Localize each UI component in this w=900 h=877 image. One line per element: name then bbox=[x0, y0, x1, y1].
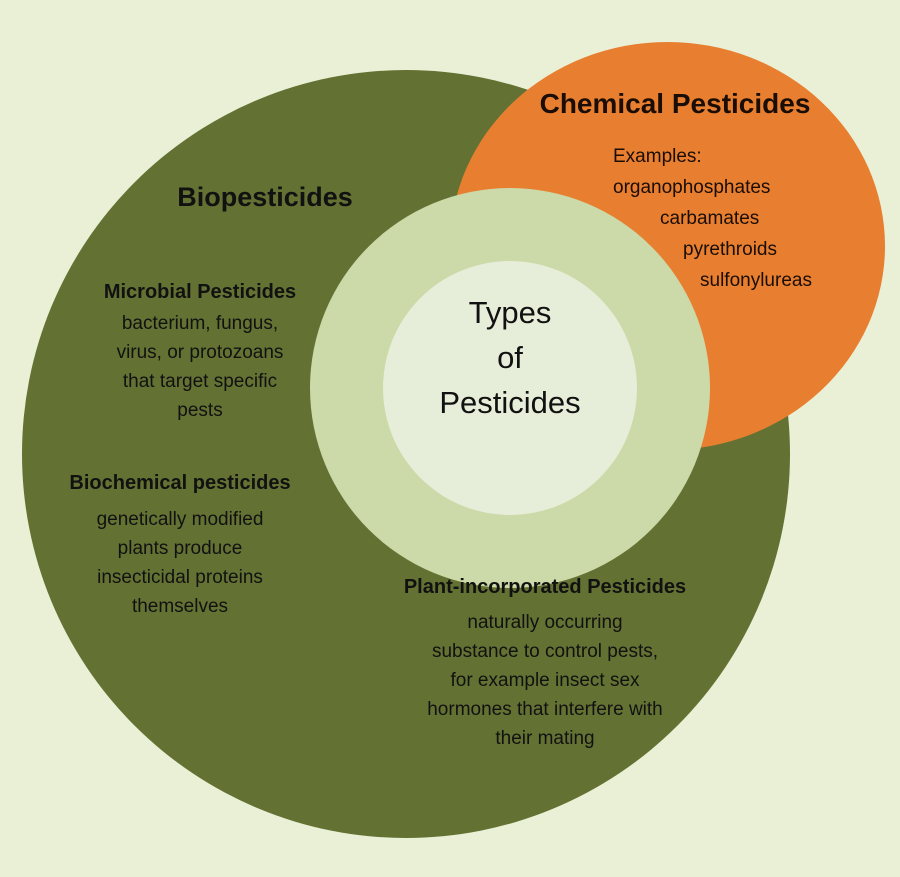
chemical-examples: Examples: organophosphates carbamates py… bbox=[0, 141, 900, 301]
biochemical-heading: Biochemical pesticides bbox=[69, 472, 291, 494]
biopesticides-title: Biopesticides bbox=[177, 182, 353, 212]
example-item: sulfonylureas bbox=[700, 270, 812, 291]
example-item: organophosphates bbox=[613, 177, 771, 198]
microbial-heading: Microbial Pesticides bbox=[103, 281, 297, 303]
plant-incorporated-description: naturally occurring substance to control… bbox=[427, 612, 663, 749]
example-item: carbamates bbox=[660, 208, 760, 229]
center-title: Types of Pesticides bbox=[439, 295, 581, 420]
biochemical-description: genetically modified plants produce inse… bbox=[96, 509, 264, 617]
examples-label: Examples: bbox=[613, 146, 702, 167]
plant-incorporated-heading: Plant-incorporated Pesticides bbox=[403, 576, 687, 598]
example-item: pyrethroids bbox=[683, 239, 777, 260]
microbial-description: bacterium, fungus, virus, or protozoans … bbox=[116, 313, 284, 421]
chemical-pesticides-title: Chemical Pesticides bbox=[539, 88, 811, 119]
center-disc bbox=[383, 261, 637, 515]
